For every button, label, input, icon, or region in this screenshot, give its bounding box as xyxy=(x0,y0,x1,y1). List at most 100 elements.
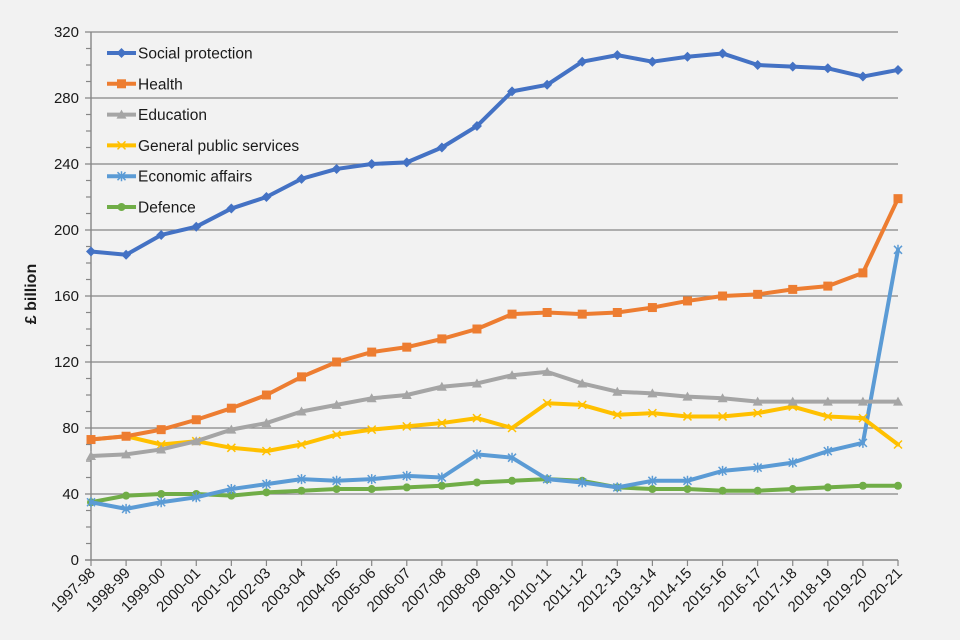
data-point xyxy=(332,357,342,367)
legend-item-economic-affairs: Economic affairs xyxy=(107,169,253,186)
data-point xyxy=(86,497,96,508)
data-point xyxy=(227,491,236,500)
data-point xyxy=(226,443,236,453)
data-point xyxy=(753,486,762,495)
data-point xyxy=(437,472,447,483)
data-point xyxy=(296,474,307,485)
legend-marker-icon xyxy=(117,203,126,211)
data-point xyxy=(507,423,517,433)
legend-item-health: Health xyxy=(107,76,183,93)
data-point xyxy=(507,370,518,380)
data-point xyxy=(261,479,271,490)
data-point xyxy=(436,142,447,153)
data-point xyxy=(437,481,446,490)
data-point xyxy=(507,452,517,463)
data-point xyxy=(402,470,412,481)
data-point xyxy=(612,386,623,396)
data-point xyxy=(296,173,307,184)
data-point xyxy=(156,444,167,454)
data-point xyxy=(542,366,553,376)
data-point xyxy=(753,408,763,418)
data-point xyxy=(753,462,763,473)
data-point xyxy=(157,490,166,498)
data-point xyxy=(647,475,657,486)
data-point xyxy=(436,381,447,391)
data-point xyxy=(331,163,342,174)
data-point xyxy=(402,483,411,492)
data-point xyxy=(508,476,517,485)
data-point xyxy=(121,449,132,459)
data-point xyxy=(683,485,692,494)
data-point xyxy=(261,192,272,202)
data-point xyxy=(648,485,657,494)
legend-item-defence: Defence xyxy=(107,200,196,217)
y-tick-label: 240 xyxy=(54,156,79,173)
data-point xyxy=(121,503,131,514)
y-tick-label: 120 xyxy=(54,354,79,371)
y-tick-label: 320 xyxy=(54,24,79,41)
data-point xyxy=(893,396,903,406)
data-point xyxy=(296,439,307,450)
legend-marker-icon xyxy=(117,79,126,89)
data-point xyxy=(787,396,798,406)
y-tick-label: 160 xyxy=(54,288,79,305)
data-point xyxy=(297,372,307,382)
series-economic-affairs xyxy=(86,244,903,514)
data-point xyxy=(507,309,517,319)
data-point xyxy=(718,411,728,421)
series-social-protection xyxy=(86,48,903,260)
data-point xyxy=(366,159,377,169)
y-tick-label: 40 xyxy=(62,486,79,503)
legend-label: Economic affairs xyxy=(138,169,253,186)
data-point xyxy=(472,324,482,334)
series-line-economic-affairs xyxy=(89,247,900,511)
data-point xyxy=(612,308,622,317)
data-point xyxy=(682,391,693,401)
data-point xyxy=(718,291,728,301)
data-point xyxy=(647,56,658,67)
legend-item-education: Education xyxy=(107,107,207,124)
data-point xyxy=(823,446,833,457)
data-point xyxy=(332,430,342,440)
data-point xyxy=(472,413,482,423)
data-point xyxy=(367,425,377,435)
data-point xyxy=(226,484,236,495)
data-point xyxy=(612,482,622,493)
data-point xyxy=(858,437,868,448)
legend-label: Health xyxy=(138,76,183,93)
series-education xyxy=(86,366,903,461)
data-point xyxy=(156,497,166,508)
data-point xyxy=(121,249,132,260)
data-point xyxy=(472,449,482,460)
data-point xyxy=(261,390,271,400)
data-point xyxy=(332,485,341,494)
data-point xyxy=(191,221,202,232)
data-point xyxy=(226,203,237,214)
data-point xyxy=(402,342,412,352)
data-point xyxy=(262,488,271,497)
gridlines xyxy=(85,31,898,495)
data-point xyxy=(577,309,587,319)
data-point xyxy=(858,268,868,278)
series-line-social-protection xyxy=(89,51,900,257)
data-point xyxy=(823,281,833,291)
data-point xyxy=(822,396,833,406)
data-point xyxy=(121,431,131,441)
data-point xyxy=(788,457,798,468)
data-point xyxy=(86,451,96,461)
data-point xyxy=(191,492,201,503)
data-point xyxy=(577,378,588,388)
data-point xyxy=(787,61,798,72)
data-point xyxy=(823,483,832,492)
data-point xyxy=(858,481,867,490)
data-point xyxy=(647,408,657,418)
legend-marker-icon xyxy=(116,140,127,150)
data-point xyxy=(858,413,868,423)
data-point xyxy=(682,411,693,421)
legend-label: Education xyxy=(138,107,207,124)
legend-item-social-protection: Social protection xyxy=(107,46,253,63)
data-point xyxy=(367,485,376,494)
data-point xyxy=(647,303,657,313)
data-point xyxy=(472,478,481,487)
